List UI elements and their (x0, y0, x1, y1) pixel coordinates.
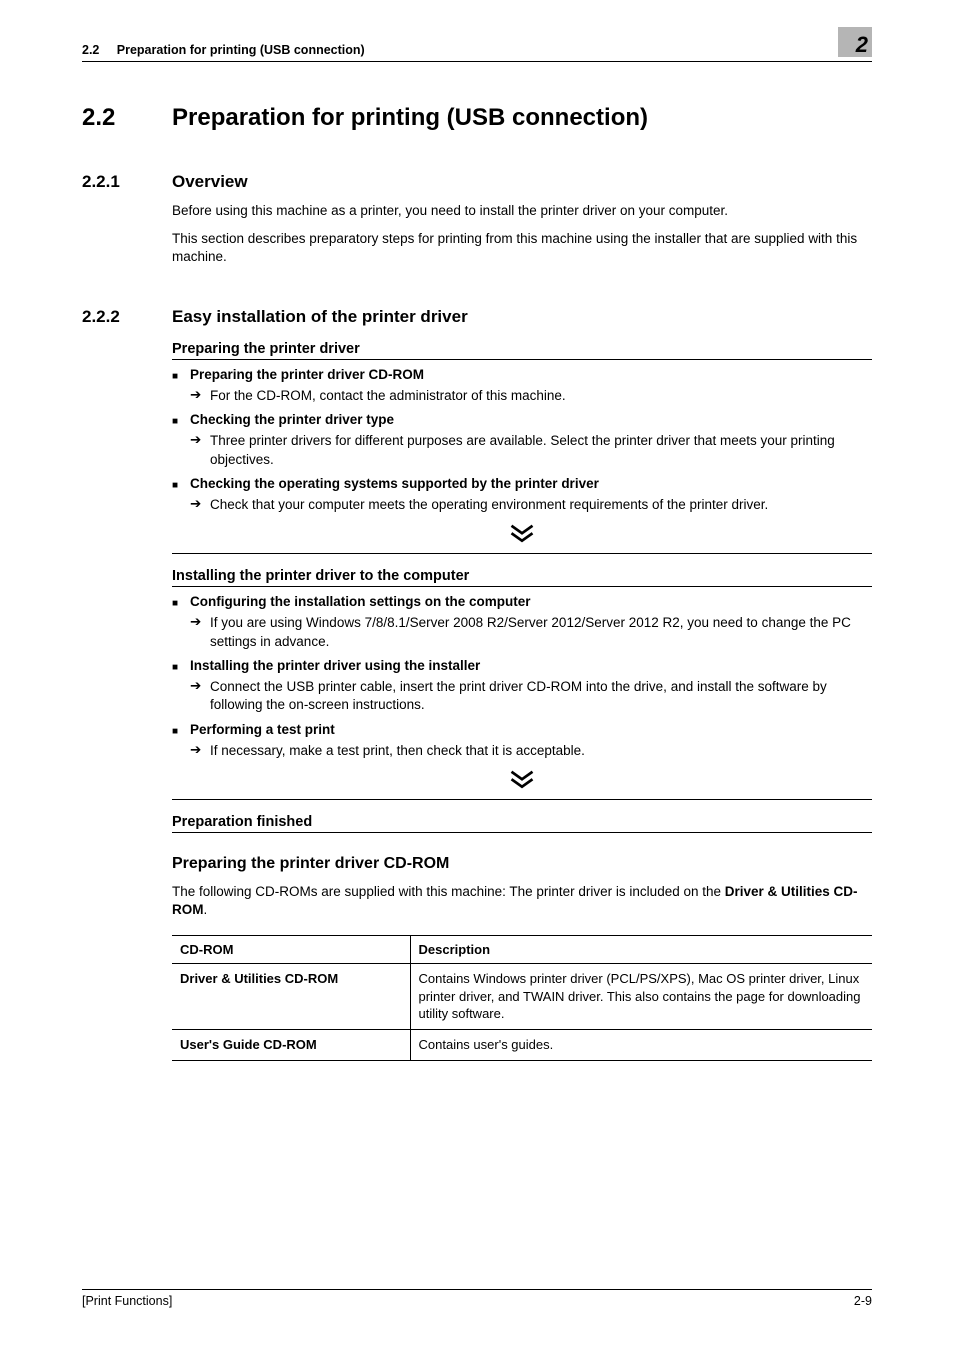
footer-right: 2-9 (854, 1294, 872, 1308)
square-bullet-icon (172, 366, 190, 384)
page: 2.2 Preparation for printing (USB connec… (0, 0, 954, 1350)
bullet-head: Configuring the installation settings on… (190, 593, 531, 611)
bullet-item: Installing the printer driver using the … (172, 657, 872, 675)
bullet-item: Performing a test print (172, 721, 872, 739)
bullet-head: Checking the printer driver type (190, 411, 394, 429)
square-bullet-icon (172, 475, 190, 493)
table-header: CD-ROM (172, 936, 410, 964)
subsection-title: Overview (172, 172, 248, 192)
overview-body: Before using this machine as a printer, … (172, 202, 872, 267)
arrow-text: For the CD-ROM, contact the administrato… (210, 387, 566, 405)
table-cell-desc: Contains user's guides. (410, 1030, 872, 1061)
bullet-head: Preparing the printer driver CD-ROM (190, 366, 424, 384)
arrow-text: If you are using Windows 7/8/8.1/Server … (210, 614, 872, 650)
bullet-head: Checking the operating systems supported… (190, 475, 599, 493)
h3-title: Preparing the printer driver CD-ROM (172, 855, 872, 873)
flow-chevron-icon (172, 768, 872, 800)
arrow-item: ➔If you are using Windows 7/8/8.1/Server… (190, 614, 872, 650)
page-footer: [Print Functions] 2-9 (82, 1289, 872, 1308)
bullet-item: Preparing the printer driver CD-ROM (172, 366, 872, 384)
subsection-title: Easy installation of the printer driver (172, 307, 468, 327)
running-header-text: 2.2 Preparation for printing (USB connec… (82, 43, 365, 57)
arrow-icon: ➔ (190, 742, 210, 760)
overview-paragraph: Before using this machine as a printer, … (172, 202, 872, 220)
arrow-item: ➔If necessary, make a test print, then c… (190, 742, 872, 760)
section-heading: 2.2 Preparation for printing (USB connec… (82, 104, 872, 132)
step-title: Preparing the printer driver (172, 341, 872, 360)
subsection-overview-heading: 2.2.1 Overview (82, 172, 872, 192)
arrow-icon: ➔ (190, 432, 210, 468)
subsection-number: 2.2.2 (82, 307, 172, 327)
arrow-item: ➔For the CD-ROM, contact the administrat… (190, 387, 872, 405)
arrow-item: ➔Check that your computer meets the oper… (190, 496, 872, 514)
arrow-icon: ➔ (190, 678, 210, 714)
table-cell-desc: Contains Windows printer driver (PCL/PS/… (410, 964, 872, 1030)
subsection-easy-heading: 2.2.2 Easy installation of the printer d… (82, 307, 872, 327)
square-bullet-icon (172, 593, 190, 611)
subsection-number: 2.2.1 (82, 172, 172, 192)
arrow-icon: ➔ (190, 387, 210, 405)
flow-chevron-icon (172, 522, 872, 554)
table-row: User's Guide CD-ROMContains user's guide… (172, 1030, 872, 1061)
arrow-text: Connect the USB printer cable, insert th… (210, 678, 872, 714)
table-row: Driver & Utilities CD-ROMContains Window… (172, 964, 872, 1030)
step-title: Preparation finished (172, 814, 872, 833)
footer-left: [Print Functions] (82, 1294, 172, 1308)
table-cell-name: Driver & Utilities CD-ROM (172, 964, 410, 1030)
cdrom-intro: The following CD-ROMs are supplied with … (172, 883, 872, 919)
bullet-head: Performing a test print (190, 721, 335, 739)
arrow-item: ➔Three printer drivers for different pur… (190, 432, 872, 468)
arrow-text: Check that your computer meets the opera… (210, 496, 768, 514)
square-bullet-icon (172, 411, 190, 429)
header-section-num: 2.2 (82, 43, 99, 57)
arrow-icon: ➔ (190, 496, 210, 514)
section-title: Preparation for printing (USB connection… (172, 104, 648, 132)
table-cell-name: User's Guide CD-ROM (172, 1030, 410, 1061)
section-number: 2.2 (82, 104, 172, 132)
bullet-item: Checking the operating systems supported… (172, 475, 872, 493)
intro-text: . (204, 902, 208, 917)
bullet-item: Configuring the installation settings on… (172, 593, 872, 611)
overview-paragraph: This section describes preparatory steps… (172, 230, 872, 266)
step-title: Installing the printer driver to the com… (172, 568, 872, 587)
easy-body: Preparing the printer driver Preparing t… (172, 341, 872, 1061)
cdrom-table: CD-ROM Description Driver & Utilities CD… (172, 935, 872, 1060)
header-section-title: Preparation for printing (USB connection… (117, 43, 365, 57)
arrow-item: ➔Connect the USB printer cable, insert t… (190, 678, 872, 714)
step-list: Preparing the printer driver CD-ROM➔For … (172, 366, 872, 515)
chapter-badge: 2 (838, 27, 872, 57)
square-bullet-icon (172, 657, 190, 675)
intro-text: The following CD-ROMs are supplied with … (172, 884, 725, 899)
arrow-text: Three printer drivers for different purp… (210, 432, 872, 468)
bullet-head: Installing the printer driver using the … (190, 657, 480, 675)
square-bullet-icon (172, 721, 190, 739)
arrow-text: If necessary, make a test print, then ch… (210, 742, 585, 760)
bullet-item: Checking the printer driver type (172, 411, 872, 429)
running-header: 2.2 Preparation for printing (USB connec… (82, 38, 872, 62)
arrow-icon: ➔ (190, 614, 210, 650)
table-header: Description (410, 936, 872, 964)
step-list: Configuring the installation settings on… (172, 593, 872, 760)
table-header-row: CD-ROM Description (172, 936, 872, 964)
